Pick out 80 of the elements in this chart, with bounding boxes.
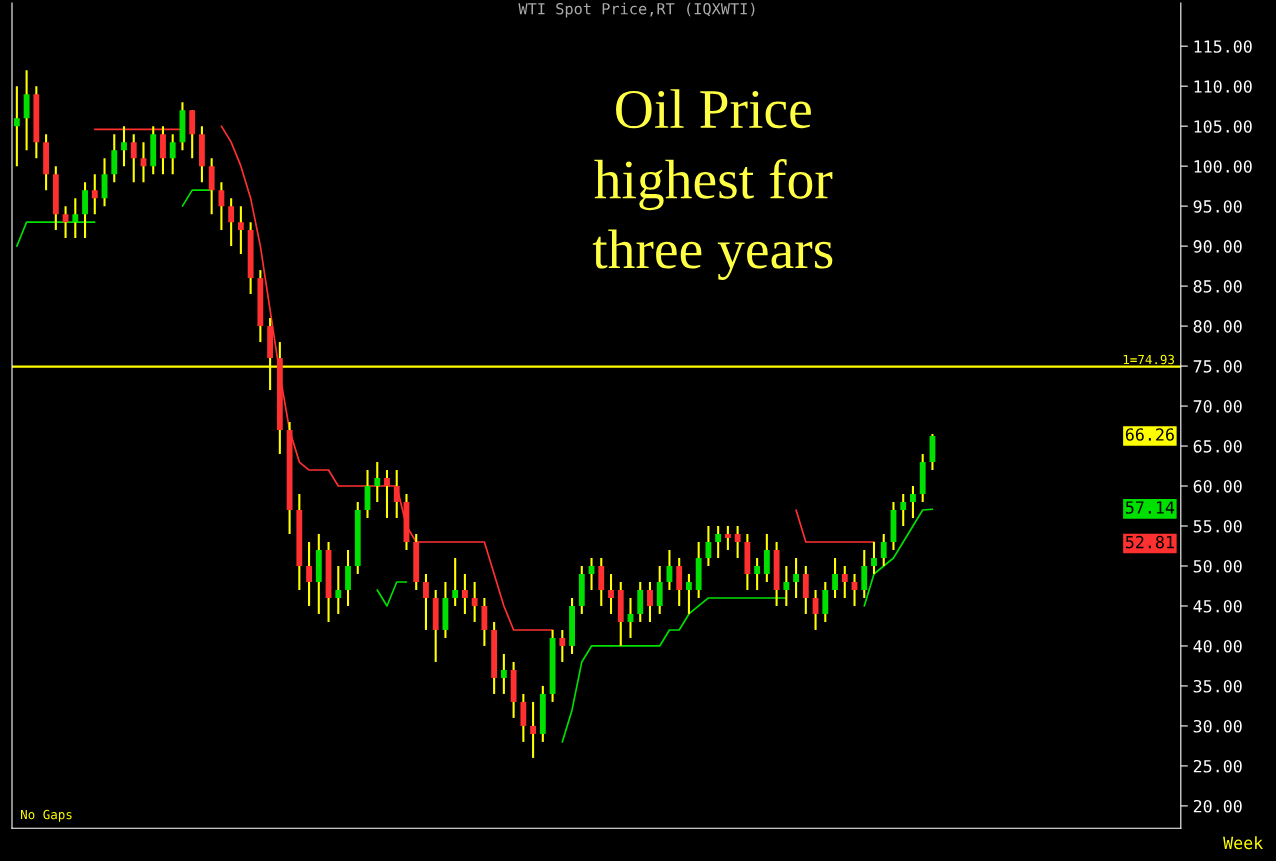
annotation: No Gaps <box>21 809 72 822</box>
candlestick <box>871 540 877 576</box>
candlestick <box>715 524 722 560</box>
candlestick <box>72 197 79 240</box>
candlestick <box>13 85 20 168</box>
candlestick <box>374 460 381 504</box>
candlestick <box>559 628 566 663</box>
candlestick <box>23 69 30 152</box>
candlestick <box>91 173 98 216</box>
candlestick <box>910 484 916 520</box>
candlestick <box>832 556 838 600</box>
candlestick <box>793 556 799 600</box>
candlestick <box>608 572 614 616</box>
candlestick <box>335 564 342 616</box>
ref-line-label: 1=74.93 <box>1123 354 1175 365</box>
candlestick <box>656 564 663 616</box>
y-tick-label: 90.00 <box>1193 240 1242 253</box>
candlestick <box>724 524 731 552</box>
candlestick <box>861 548 868 600</box>
y-tick-label: 75.00 <box>1193 360 1242 373</box>
candlestick <box>345 548 351 608</box>
y-tick-label: 50.00 <box>1193 559 1242 573</box>
y-tick-label: 105.00 <box>1194 120 1252 133</box>
candlestick <box>763 532 770 584</box>
candlestick <box>647 580 653 623</box>
candlestick <box>189 109 196 160</box>
candlestick <box>900 492 907 528</box>
candlestick <box>111 133 118 184</box>
y-tick-label: 35.00 <box>1193 679 1242 693</box>
candlestick <box>481 596 488 647</box>
y-tick-label: 115.00 <box>1194 40 1252 53</box>
candlestick <box>384 468 390 520</box>
candlestick <box>783 564 790 608</box>
candlestick <box>228 197 235 248</box>
candlestick <box>841 564 848 600</box>
y-tick-label: 70.00 <box>1193 400 1242 413</box>
candlestick <box>130 133 137 184</box>
y-tick-label: 40.00 <box>1193 639 1242 653</box>
candlestick <box>880 532 887 568</box>
candlestick <box>676 556 683 608</box>
y-tick-label: 80.00 <box>1193 320 1242 333</box>
candlestick <box>461 572 468 616</box>
y-tick-label: 110.00 <box>1194 80 1252 93</box>
candlestick <box>208 157 215 216</box>
candlestick <box>306 540 312 608</box>
candlestick <box>520 692 527 743</box>
annotation: 57.14 <box>1125 501 1175 514</box>
annotation: 52.81 <box>1125 535 1174 549</box>
candlestick <box>598 556 605 608</box>
y-tick-label: 30.00 <box>1193 719 1242 733</box>
candlestick <box>754 556 761 592</box>
y-tick-label: 100.00 <box>1194 160 1252 173</box>
candlestick <box>471 580 478 623</box>
candlestick <box>686 572 692 616</box>
candlestick <box>637 580 644 623</box>
candlestick <box>802 564 809 616</box>
chart-title: WTI Spot Price,RT (IQXWTI) <box>518 2 755 18</box>
annotation: Oil Price highest for three years <box>592 89 833 280</box>
candlestick <box>822 580 829 623</box>
y-tick-label: 95.00 <box>1193 200 1242 213</box>
y-tick-label: 60.00 <box>1193 480 1242 493</box>
candlestick <box>423 572 429 631</box>
candlestick <box>218 181 225 232</box>
candlestick <box>530 700 537 759</box>
candlestick <box>452 556 459 608</box>
y-tick-label: 25.00 <box>1193 759 1242 773</box>
candlestick <box>121 125 127 168</box>
candlestick <box>705 524 712 568</box>
candlestick <box>393 468 400 520</box>
y-tick-label: 45.00 <box>1193 599 1242 613</box>
y-tick-label: 65.00 <box>1193 440 1242 453</box>
x-axis-title: Week <box>1223 836 1263 850</box>
y-tick-label: 55.00 <box>1193 520 1242 533</box>
candlestick <box>734 524 741 560</box>
candlestick <box>169 133 176 176</box>
annotation: 66.26 <box>1125 428 1174 441</box>
y-tick-label: 85.00 <box>1193 280 1242 293</box>
candlestick <box>237 205 244 256</box>
candlestick <box>500 652 507 695</box>
y-tick-label: 20.00 <box>1193 799 1242 813</box>
